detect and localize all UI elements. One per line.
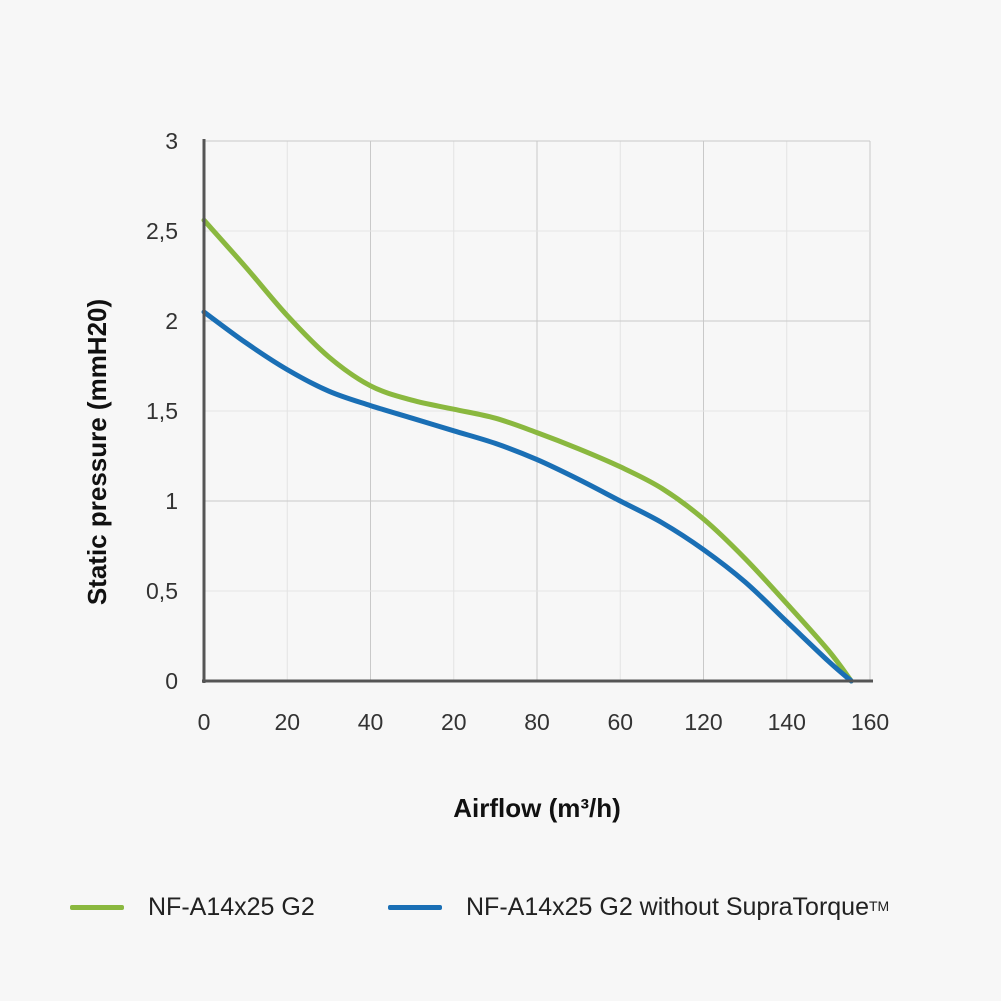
- legend-label: NF-A14x25 G2 without SupraTorque: [466, 893, 869, 921]
- y-tick-label: 1: [165, 488, 178, 514]
- series-lines: [201, 217, 854, 684]
- y-tick-label: 2,5: [146, 218, 178, 244]
- x-tick-label: 0: [198, 709, 211, 735]
- y-axis-title: Static pressure (mmH20): [82, 299, 112, 605]
- x-tick-label: 140: [768, 709, 806, 735]
- series-line-1: [201, 309, 854, 684]
- y-tick-label: 1,5: [146, 398, 178, 424]
- y-tick-label: 3: [165, 128, 178, 154]
- legend-item-1: NF-A14x25 G2 without SupraTorque TM: [388, 893, 889, 922]
- x-tick-label: 80: [524, 709, 550, 735]
- x-tick-label: 120: [684, 709, 722, 735]
- x-tick-label: 40: [358, 709, 384, 735]
- legend-item-0: NF-A14x25 G2: [70, 893, 315, 922]
- grid: [204, 140, 871, 681]
- legend-label: NF-A14x25 G2: [148, 893, 315, 921]
- series-line-0: [201, 217, 854, 684]
- legend-swatch: [388, 905, 442, 910]
- y-tick-label: 0,5: [146, 578, 178, 604]
- x-tick-label: 160: [851, 709, 889, 735]
- legend-swatch: [70, 905, 124, 910]
- axes: [202, 139, 873, 683]
- x-axis-title: Airflow (m³/h): [453, 793, 621, 823]
- y-tick-label: 0: [165, 668, 178, 694]
- x-tick-label: 20: [274, 709, 300, 735]
- tick-labels: 0 20 40 20 80 60 120 140 160 0 0,5 1 1,5 2 2,5 3: [146, 128, 889, 735]
- y-tick-label: 2: [165, 308, 178, 334]
- x-tick-label: 60: [607, 709, 633, 735]
- trademark: TM: [869, 897, 890, 914]
- x-tick-label: 20: [441, 709, 467, 735]
